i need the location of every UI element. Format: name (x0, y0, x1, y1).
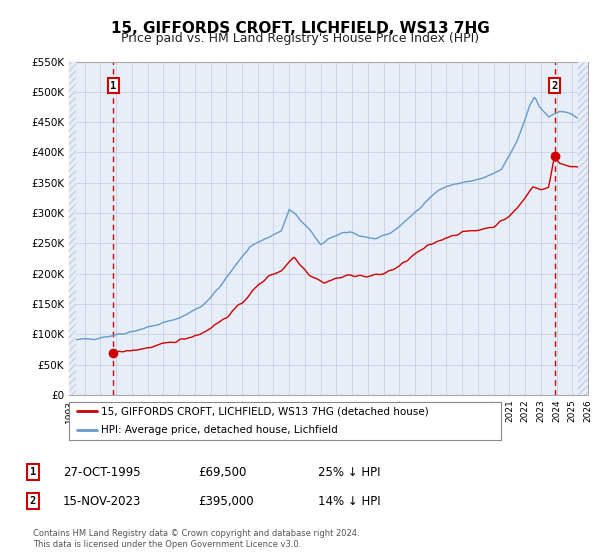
Text: 1: 1 (30, 467, 36, 477)
Text: 25% ↓ HPI: 25% ↓ HPI (318, 465, 380, 479)
Text: 1: 1 (110, 81, 116, 91)
Bar (69, 62, 77, 395)
Text: 15-NOV-2023: 15-NOV-2023 (63, 494, 142, 508)
Text: Contains HM Land Registry data © Crown copyright and database right 2024.
This d: Contains HM Land Registry data © Crown c… (33, 529, 359, 549)
Text: 2: 2 (551, 81, 557, 91)
Text: 2: 2 (30, 496, 36, 506)
Text: HPI: Average price, detached house, Lichfield: HPI: Average price, detached house, Lich… (101, 425, 338, 435)
Text: Price paid vs. HM Land Registry's House Price Index (HPI): Price paid vs. HM Land Registry's House … (121, 32, 479, 45)
Text: 15, GIFFORDS CROFT, LICHFIELD, WS13 7HG: 15, GIFFORDS CROFT, LICHFIELD, WS13 7HG (110, 21, 490, 36)
Text: 27-OCT-1995: 27-OCT-1995 (63, 465, 140, 479)
Text: £395,000: £395,000 (198, 494, 254, 508)
Text: £69,500: £69,500 (198, 465, 247, 479)
Text: 14% ↓ HPI: 14% ↓ HPI (318, 494, 380, 508)
Text: 15, GIFFORDS CROFT, LICHFIELD, WS13 7HG (detached house): 15, GIFFORDS CROFT, LICHFIELD, WS13 7HG … (101, 406, 429, 416)
